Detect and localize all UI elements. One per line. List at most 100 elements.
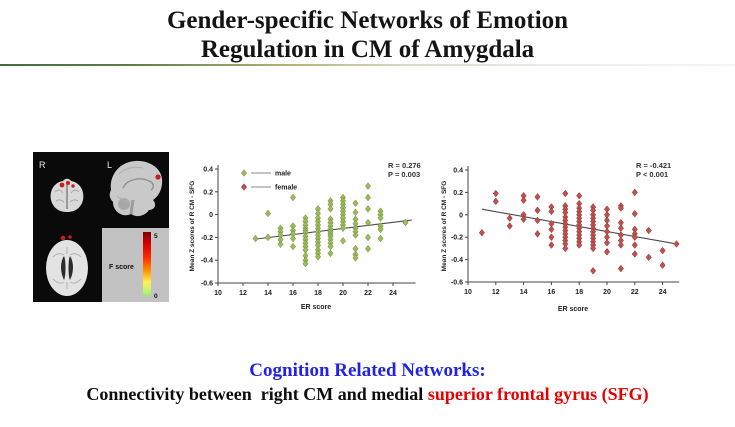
caption: Cognition Related Networks: Connectivity…: [0, 359, 735, 406]
corpus-callosum: [122, 178, 154, 191]
title-line2: Regulation in CM of Amygdala: [200, 36, 535, 63]
caption-black-text: Connectivity between right CM and medial: [86, 384, 428, 404]
x-tick-label: 12: [239, 290, 247, 297]
y-tick-label: -0.2: [451, 235, 463, 242]
ventricle-left: [61, 256, 66, 280]
female-data-points: [478, 188, 680, 275]
y-tick-label: -0.6: [201, 281, 213, 288]
x-tick-label: 24: [659, 289, 667, 296]
y-tick-label: 0: [209, 212, 213, 219]
x-tick-label: 16: [548, 289, 556, 296]
data-point: [562, 189, 569, 198]
y-tick-label: -0.2: [201, 235, 213, 242]
data-point: [492, 189, 499, 198]
x-tick-label: 10: [464, 289, 472, 296]
data-point: [352, 231, 359, 239]
data-point: [617, 224, 624, 233]
data-point: [590, 266, 597, 275]
data-point: [377, 234, 384, 243]
data-point: [520, 215, 527, 224]
x-tick-label: 10: [214, 290, 222, 297]
data-point: [659, 261, 666, 270]
data-point: [603, 247, 611, 256]
x-tick-label: 18: [575, 289, 583, 296]
title-line1: Gender-specific Networks of Emotion: [166, 7, 569, 34]
activation-cluster: [59, 182, 65, 188]
data-point: [339, 237, 347, 245]
coronal-slice: R: [39, 160, 84, 212]
data-point: [520, 196, 527, 205]
data-point: [352, 208, 359, 217]
caption-red-text: superior frontal gyrus (SFG): [427, 384, 649, 404]
data-point: [534, 193, 541, 201]
x-tick-label: 22: [364, 290, 372, 297]
female-chart-svg: 10 12 14 16 18 20 22 24 0.4 0.2 0 -0.2 -0.4 -0.6 ER sc…: [441, 161, 680, 313]
cerebellum: [118, 198, 130, 210]
data-point: [402, 218, 409, 227]
data-point: [352, 254, 359, 262]
colorbar-max-label: 5: [154, 233, 158, 240]
caption-line: Connectivity between right CM and medial…: [0, 383, 735, 406]
data-point: [327, 205, 334, 213]
data-point: [314, 252, 322, 261]
activation-cluster: [155, 174, 161, 180]
data-point: [631, 233, 638, 242]
colorbar-label: F score: [109, 264, 134, 271]
legend-marker: [240, 169, 248, 177]
data-point: [506, 222, 513, 230]
data-point: [478, 228, 485, 237]
data-point: [364, 182, 372, 190]
title-divider: [0, 64, 735, 66]
data-point: [617, 241, 624, 249]
correlation-annotation: P < 0.001: [636, 170, 668, 179]
caption-heading: Cognition Related Networks:: [249, 360, 486, 381]
data-point: [548, 225, 555, 234]
data-point: [506, 214, 513, 222]
y-axis-label: Mean Z scores of R CM - SFG: [441, 181, 448, 272]
data-point: [631, 241, 638, 249]
data-point: [352, 199, 359, 208]
data-point: [289, 242, 297, 251]
data-point: [673, 240, 680, 248]
sagittal-slice: L: [107, 160, 163, 217]
y-tick-label: 0.2: [453, 190, 463, 197]
data-point: [289, 234, 297, 243]
data-point: [377, 225, 384, 234]
data-point: [364, 218, 372, 227]
data-point: [534, 230, 541, 238]
axial-gyri-texture: [52, 247, 82, 289]
correlation-annotation: R = 0.276: [388, 161, 421, 170]
coronal-gyri-texture: [54, 189, 80, 203]
data-point: [377, 214, 384, 222]
data-point: [492, 197, 499, 206]
correlation-annotation: R = -0.421: [636, 161, 671, 170]
x-tick-label: 16: [289, 290, 297, 297]
female-scatter-plot: 10 12 14 16 18 20 22 24 0.4 0.2 0 -0.2 -0.4 -0.6 ER sc…: [440, 148, 735, 316]
sagittal-gyri-texture: [116, 166, 144, 203]
data-point: [289, 193, 297, 202]
x-tick-label: 14: [520, 289, 528, 296]
x-tick-label: 22: [631, 289, 639, 296]
x-axis-label: ER score: [558, 306, 588, 313]
slide-title: Gender-specific Networks of Emotion Regu…: [0, 6, 735, 64]
data-point: [562, 244, 569, 253]
x-tick-label: 20: [603, 289, 611, 296]
male-scatter-plot: 10 12 14 16 18 20 22 24 0.4 0.2 0 -0.2 -0.4 -0.6 ER sc…: [186, 148, 438, 316]
data-point: [264, 209, 272, 218]
data-point: [617, 204, 624, 212]
x-tick-label: 18: [314, 290, 322, 297]
data-point: [364, 233, 372, 242]
activation-cluster: [66, 181, 70, 185]
data-point: [645, 253, 652, 262]
data-point: [548, 233, 555, 242]
y-tick-label: 0.2: [203, 189, 213, 196]
x-tick-label: 14: [264, 290, 272, 297]
data-point: [603, 238, 611, 247]
data-point: [645, 226, 652, 235]
y-tick-label: 0.4: [453, 168, 463, 175]
data-point: [364, 193, 372, 202]
legend-label: female: [275, 185, 297, 192]
data-point: [364, 205, 372, 213]
x-tick-label: 20: [339, 290, 347, 297]
